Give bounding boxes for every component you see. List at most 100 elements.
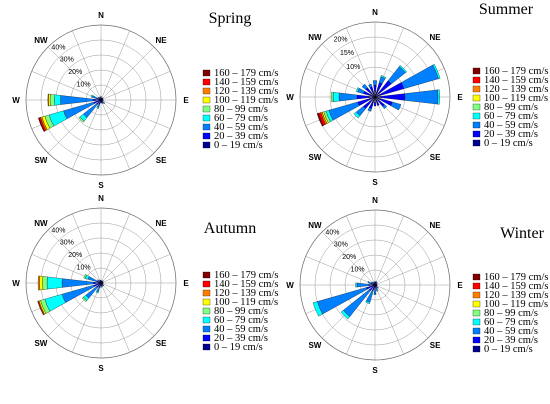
grid-spoke bbox=[72, 30, 102, 101]
sector-bin bbox=[376, 284, 378, 286]
sector-bin bbox=[390, 101, 402, 111]
sector-bin bbox=[97, 279, 100, 282]
ring-label: 10% bbox=[77, 82, 91, 89]
ring-label: 15% bbox=[340, 50, 354, 57]
sector-bin bbox=[100, 284, 102, 287]
direction-label: NW bbox=[308, 221, 322, 230]
direction-label: SE bbox=[156, 156, 167, 165]
legend-label: 20 – 39 cm/s bbox=[484, 335, 538, 346]
legend-label: 60 – 79 cm/s bbox=[214, 315, 268, 326]
legend-swatch bbox=[472, 300, 481, 308]
legend-label: 40 – 59 cm/s bbox=[214, 122, 268, 133]
sector-bin bbox=[46, 276, 63, 290]
sector-bin bbox=[361, 83, 368, 90]
sector-bin bbox=[331, 91, 334, 103]
direction-label: S bbox=[372, 366, 378, 375]
grid-spoke bbox=[100, 99, 171, 129]
sector-bin bbox=[380, 75, 387, 79]
legend-label: 120 – 139 cm/s bbox=[484, 290, 548, 301]
ring-label: 10% bbox=[351, 267, 365, 274]
legend-label: 160 – 179 cm/s bbox=[484, 272, 548, 283]
legend-swatch bbox=[202, 343, 211, 351]
legend-label: 80 – 99 cm/s bbox=[214, 306, 268, 317]
sector-bin bbox=[60, 95, 94, 105]
sector-bin bbox=[399, 65, 407, 73]
sector-bin bbox=[83, 274, 87, 279]
chart-title: Autumn bbox=[204, 220, 256, 237]
legend-swatch bbox=[202, 325, 211, 333]
direction-label: SW bbox=[308, 153, 321, 162]
legend-swatch bbox=[472, 94, 481, 102]
legend-label: 100 – 119 cm/s bbox=[484, 299, 548, 310]
legend-swatch bbox=[472, 121, 481, 129]
sector-bin bbox=[340, 310, 350, 320]
legend-swatch bbox=[202, 96, 211, 104]
direction-label: E bbox=[183, 96, 189, 105]
sector-bin bbox=[401, 64, 439, 89]
legend-swatch bbox=[472, 112, 481, 120]
sector-bin bbox=[54, 94, 61, 106]
legend-label: 40 – 59 cm/s bbox=[484, 120, 538, 131]
chart-title: Winter bbox=[500, 225, 544, 242]
legend-label: 0 – 19 cm/s bbox=[214, 342, 263, 353]
direction-label: W bbox=[12, 279, 20, 288]
direction-label: SE bbox=[156, 339, 167, 348]
legend-label: 0 – 19 cm/s bbox=[214, 140, 263, 151]
sector-bin bbox=[101, 97, 104, 100]
sector-bin bbox=[82, 296, 88, 302]
legend-swatch bbox=[202, 334, 211, 342]
grid-spoke bbox=[346, 215, 376, 286]
sector-bin bbox=[99, 96, 101, 99]
sector-bin bbox=[102, 98, 104, 100]
legend-label: 40 – 59 cm/s bbox=[214, 324, 268, 335]
grid-spoke bbox=[100, 282, 130, 353]
sector-bin bbox=[374, 286, 376, 290]
ring-label: 20% bbox=[334, 37, 348, 44]
legend-label: 0 – 19 cm/s bbox=[484, 138, 533, 149]
sector-bin bbox=[100, 101, 102, 104]
legend-label: 160 – 179 cm/s bbox=[214, 270, 278, 281]
legend-swatch bbox=[202, 87, 211, 95]
chart-title: Summer bbox=[479, 1, 534, 18]
legend-label: 100 – 119 cm/s bbox=[484, 93, 548, 104]
sector-bin bbox=[374, 281, 376, 284]
legend-swatch bbox=[472, 103, 481, 111]
sector-bin bbox=[373, 281, 375, 284]
sector-bin bbox=[356, 282, 370, 288]
legend-swatch bbox=[202, 280, 211, 288]
direction-label: S bbox=[98, 364, 104, 373]
grid-spoke bbox=[100, 99, 130, 170]
legend-swatch bbox=[202, 307, 211, 315]
legend-swatch bbox=[202, 78, 211, 86]
direction-label: NE bbox=[430, 221, 442, 230]
direction-label: W bbox=[286, 93, 294, 102]
direction-label: SW bbox=[34, 156, 47, 165]
sector-bin bbox=[355, 282, 358, 288]
sector-bin bbox=[376, 286, 379, 289]
grid-spoke bbox=[100, 282, 155, 337]
legend-swatch bbox=[472, 85, 481, 93]
direction-label: E bbox=[457, 93, 463, 102]
legend-label: 140 – 159 cm/s bbox=[484, 75, 548, 86]
grid-spoke bbox=[305, 256, 376, 286]
sector-bin bbox=[100, 96, 102, 99]
direction-label: N bbox=[372, 196, 378, 205]
wind-rose-2: 10% 20% 30% 40% N NE E SE S SW W NW Autumn 160 – 179 … bbox=[12, 194, 278, 373]
direction-label: S bbox=[372, 178, 378, 187]
sector-bin bbox=[356, 87, 360, 93]
grid-spoke bbox=[72, 213, 102, 284]
direction-label: SE bbox=[430, 153, 441, 162]
legend-swatch bbox=[472, 318, 481, 326]
sector-bin bbox=[97, 96, 100, 99]
legend-swatch bbox=[202, 271, 211, 279]
direction-label: E bbox=[457, 281, 463, 290]
grid-spoke bbox=[47, 46, 102, 101]
direction-label: N bbox=[372, 8, 378, 17]
legend-swatch bbox=[472, 139, 481, 147]
ring-label: 10% bbox=[77, 265, 91, 272]
sector-bin bbox=[371, 281, 374, 284]
sector-bin bbox=[367, 281, 372, 284]
